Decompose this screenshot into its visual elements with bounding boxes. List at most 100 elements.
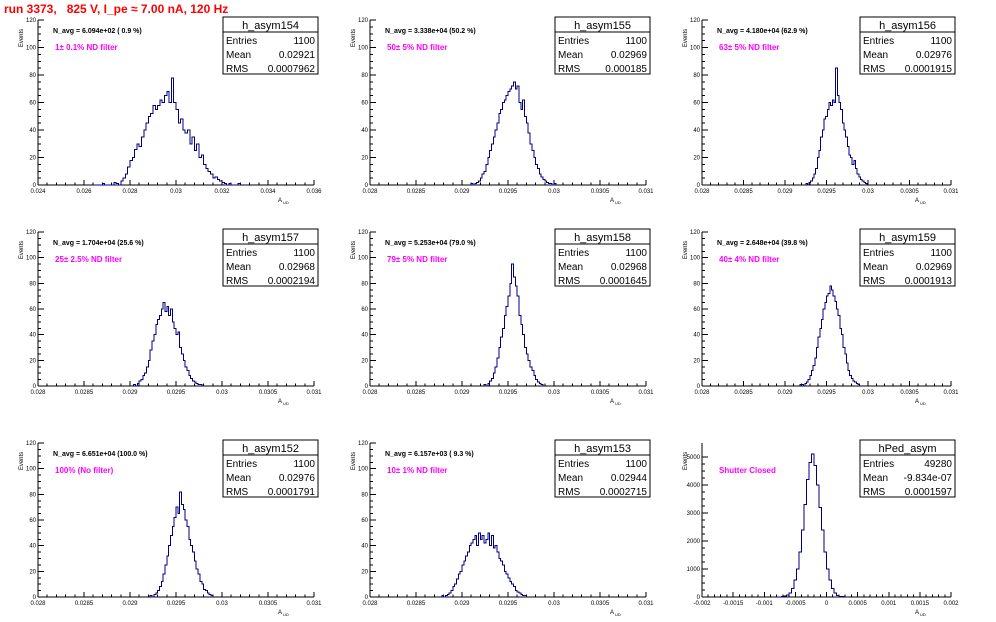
y-tick-label: 20	[361, 569, 368, 575]
x-axis-title: A	[915, 610, 919, 616]
x-axis-subscript: UD	[283, 401, 289, 406]
stats-value: 0.02968	[279, 262, 316, 273]
x-tick-label: 0.031	[943, 189, 959, 195]
y-tick-label: 20	[29, 358, 36, 364]
stats-label: Entries	[558, 248, 589, 259]
stats-hist-name: h_asym155	[574, 20, 631, 32]
y-axis-title: Events	[19, 29, 25, 47]
stats-box	[222, 16, 319, 75]
stats-value: 0.0001913	[905, 276, 953, 287]
x-tick-label: 0.029	[122, 601, 138, 607]
x-tick-label: 0.0295	[499, 189, 518, 195]
stats-hist-name: h_asym158	[574, 232, 631, 244]
stats-value: 0.02976	[279, 473, 316, 484]
y-tick-label: 0	[33, 183, 37, 189]
x-tick-label: 0.0305	[591, 390, 610, 396]
y-tick-label: 80	[29, 281, 36, 287]
histogram-panel-h_asym156: 0.028 0.0285 0.029 0.0295 0.03 0.0305 0.031 0 20…	[683, 16, 959, 205]
x-tick-label: 0.0305	[259, 390, 278, 396]
x-axis-title: A	[610, 610, 614, 616]
navg-annotation: N_avg = 2.648e+04 (39.8 %)	[717, 240, 808, 247]
x-tick-label: 0.0305	[900, 390, 919, 396]
x-tick-label: 0.0295	[817, 189, 836, 195]
histogram-series	[483, 263, 544, 387]
stats-box	[859, 16, 956, 75]
y-tick-label: 100	[690, 256, 701, 262]
stats-value: 0.0001915	[905, 64, 953, 75]
y-tick-label: 20	[693, 358, 700, 364]
filter-annotation: 1± 0.1% ND filter	[55, 43, 118, 52]
y-tick-label: 120	[690, 18, 701, 24]
stats-box	[222, 439, 319, 498]
x-tick-label: 0.034	[260, 189, 276, 195]
x-tick-label: 0.0305	[900, 189, 919, 195]
histogram-series	[799, 285, 861, 387]
x-tick-label: 0.03	[862, 390, 874, 396]
x-tick-label: 0.0305	[259, 601, 278, 607]
x-axis-subscript: UD	[920, 200, 926, 205]
stats-label: RMS	[558, 276, 581, 287]
histogram-series	[441, 532, 527, 598]
stats-label: Mean	[558, 473, 583, 484]
stats-hist-name: hPed_asym	[878, 443, 936, 455]
x-tick-label: 0.0285	[75, 601, 94, 607]
stats-value: 0.0007962	[268, 64, 316, 75]
stats-value: 0.02969	[916, 262, 953, 273]
stats-box	[859, 228, 956, 287]
y-axis-title: Events	[683, 452, 689, 470]
stats-label: RMS	[863, 276, 886, 287]
histogram-panel-h_asym155: 0.028 0.0285 0.029 0.0295 0.03 0.0305 0.031 0 20…	[351, 16, 654, 205]
stats-label: RMS	[226, 276, 249, 287]
x-axis-title: A	[278, 610, 282, 616]
x-tick-label: 0.03	[862, 189, 874, 195]
y-tick-label: 60	[361, 307, 368, 313]
stats-value: 1100	[625, 459, 647, 470]
x-tick-label: 0.028	[122, 189, 138, 195]
x-axis-subscript: UD	[615, 401, 621, 406]
x-tick-label: 0.0285	[734, 390, 753, 396]
histogram-series	[93, 77, 241, 186]
y-axis-title: Events	[19, 452, 25, 470]
x-tick-label: 0.029	[777, 390, 793, 396]
x-tick-label: 0.0015	[911, 601, 930, 607]
y-tick-label: 60	[29, 307, 36, 313]
y-tick-label: 100	[358, 467, 369, 473]
histogram-panel-h_asym157: 0.028 0.0285 0.029 0.0295 0.03 0.0305 0.031 0 20…	[19, 228, 322, 406]
x-tick-label: 0.0305	[591, 601, 610, 607]
x-tick-label: 0.031	[638, 390, 654, 396]
x-tick-label: 0.032	[214, 189, 230, 195]
stats-label: RMS	[863, 64, 886, 75]
stats-hist-name: h_asym157	[242, 232, 299, 244]
filter-annotation: 100% (No filter)	[55, 466, 114, 475]
x-tick-label: 0.029	[777, 189, 793, 195]
stats-label: Entries	[226, 36, 257, 47]
stats-box	[554, 16, 651, 75]
x-tick-label: 0.0285	[75, 390, 94, 396]
y-tick-label: 60	[29, 518, 36, 524]
navg-annotation: N_avg = 3.338e+04 (50.2 %)	[385, 28, 476, 35]
y-tick-label: 120	[26, 230, 37, 236]
stats-value: 0.02968	[611, 262, 648, 273]
stats-label: RMS	[226, 64, 249, 75]
stats-box	[859, 439, 956, 498]
filter-annotation: 79± 5% ND filter	[387, 255, 447, 264]
y-tick-label: 20	[693, 156, 700, 162]
x-tick-label: 0.029	[122, 390, 138, 396]
filter-annotation: 10± 1% ND filter	[387, 466, 447, 475]
stats-value: 0.000185	[605, 64, 647, 75]
x-tick-label: 0.031	[943, 390, 959, 396]
navg-annotation: N_avg = 6.157e+03 ( 9.3 %)	[385, 451, 474, 458]
y-tick-label: 120	[358, 18, 369, 24]
x-axis-subscript: UD	[615, 200, 621, 205]
y-tick-label: 100	[26, 467, 37, 473]
y-tick-label: 3000	[687, 511, 701, 517]
y-tick-label: 100	[26, 256, 37, 262]
stats-label: Entries	[863, 459, 894, 470]
x-tick-label: 0.028	[30, 601, 46, 607]
filter-annotation: Shutter Closed	[719, 466, 776, 475]
stats-label: Mean	[226, 262, 251, 273]
y-tick-label: 20	[29, 156, 36, 162]
stats-value: 0.02976	[916, 50, 953, 61]
stats-value: 1100	[930, 248, 952, 259]
x-tick-label: 0.029	[454, 390, 470, 396]
